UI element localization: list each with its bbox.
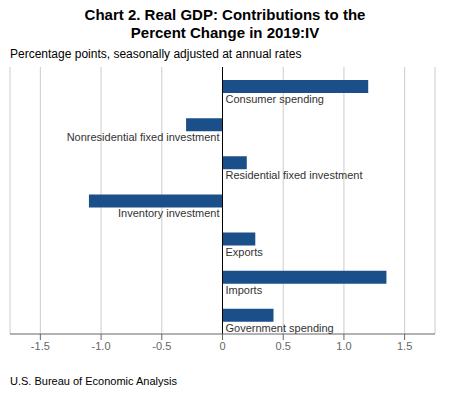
svg-text:Imports: Imports xyxy=(226,284,263,296)
html-text:Percentage points, seasonally: Percentage points, seasonally adjusted a… xyxy=(10,47,302,61)
svg-text:0.5: 0.5 xyxy=(276,340,291,352)
svg-text:-0.5: -0.5 xyxy=(152,340,171,352)
svg-text:1.5: 1.5 xyxy=(397,340,412,352)
html-text:Chart 2. Real GDP: Contributio: Chart 2. Real GDP: Contributions to the xyxy=(84,6,366,23)
svg-text:-1.5: -1.5 xyxy=(31,340,50,352)
svg-text:Nonresidential fixed investmen: Nonresidential fixed investment xyxy=(67,131,220,143)
svg-text:Exports: Exports xyxy=(226,246,264,258)
svg-text:Government spending: Government spending xyxy=(226,322,334,334)
svg-text:1.0: 1.0 xyxy=(336,340,351,352)
svg-text:Residential fixed investment: Residential fixed investment xyxy=(226,169,363,181)
html-text:U.S. Bureau of Economic Analys: U.S. Bureau of Economic Analysis xyxy=(10,375,177,387)
svg-text:Consumer spending: Consumer spending xyxy=(226,93,324,105)
svg-text:Inventory investment: Inventory investment xyxy=(118,207,220,219)
svg-text:-1.0: -1.0 xyxy=(92,340,111,352)
html-text:Percent Change in 2019:IV: Percent Change in 2019:IV xyxy=(130,24,320,41)
svg-text:0: 0 xyxy=(219,340,225,352)
